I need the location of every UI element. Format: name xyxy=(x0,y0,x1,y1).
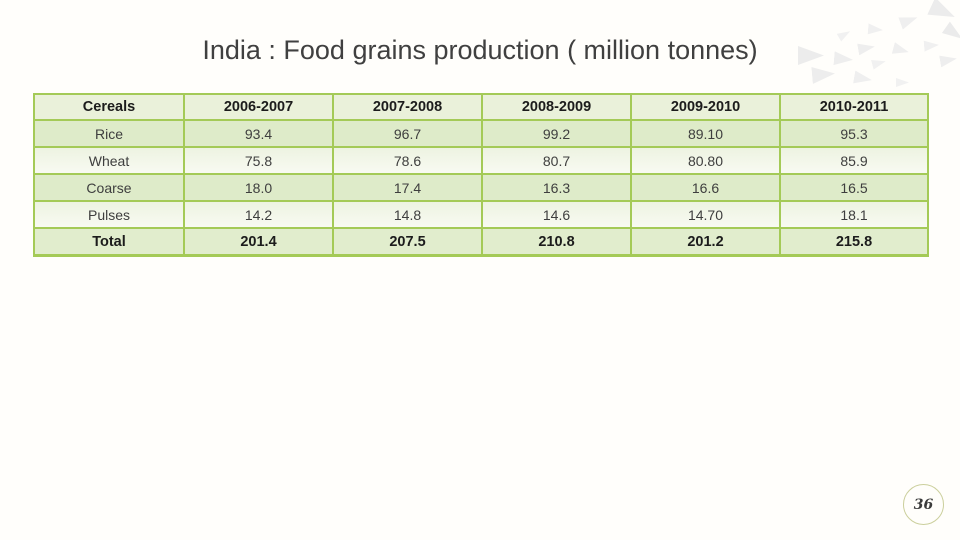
page-number: 36 xyxy=(913,496,934,513)
header-cell-2006-2007: 2006-2007 xyxy=(183,93,334,121)
triangle-icon xyxy=(868,23,884,35)
triangle-icon xyxy=(811,65,835,84)
table-row-rice: Rice 93.4 96.7 99.2 89.10 95.3 xyxy=(33,119,929,148)
table-cell: 99.2 xyxy=(481,119,632,148)
table-cell: 207.5 xyxy=(332,227,483,257)
table-cell: 16.3 xyxy=(481,173,632,202)
table-cell: 14.6 xyxy=(481,200,632,229)
triangle-icon xyxy=(927,0,959,26)
table-cell: 95.3 xyxy=(779,119,929,148)
header-cell-2008-2009: 2008-2009 xyxy=(481,93,632,121)
table-cell: 80.7 xyxy=(481,146,632,175)
table-cell: 78.6 xyxy=(332,146,483,175)
table-cell: 89.10 xyxy=(630,119,781,148)
row-label-coarse: Coarse xyxy=(33,173,185,202)
header-cell-2007-2008: 2007-2008 xyxy=(332,93,483,121)
table-row-total: Total 201.4 207.5 210.8 201.2 215.8 xyxy=(33,227,929,257)
table-cell: 14.2 xyxy=(183,200,334,229)
header-cell-2010-2011: 2010-2011 xyxy=(779,93,929,121)
triangle-icon xyxy=(898,11,919,29)
table-cell: 16.6 xyxy=(630,173,781,202)
header-cell-2009-2010: 2009-2010 xyxy=(630,93,781,121)
table-cell: 215.8 xyxy=(779,227,929,257)
table-cell: 16.5 xyxy=(779,173,929,202)
table-cell: 80.80 xyxy=(630,146,781,175)
page-title: India : Food grains production ( million… xyxy=(202,35,758,65)
table-cell: 75.8 xyxy=(183,146,334,175)
table-cell: 85.9 xyxy=(779,146,929,175)
table-cell: 93.4 xyxy=(183,119,334,148)
triangle-icon xyxy=(896,78,909,87)
table-cell: 210.8 xyxy=(481,227,632,257)
food-grains-table: Cereals 2006-2007 2007-2008 2008-2009 20… xyxy=(33,93,929,257)
table-cell: 96.7 xyxy=(332,119,483,148)
table-row-wheat: Wheat 75.8 78.6 80.7 80.80 85.9 xyxy=(33,146,929,175)
row-label-total: Total xyxy=(33,227,185,257)
table-row-coarse: Coarse 18.0 17.4 16.3 16.6 16.5 xyxy=(33,173,929,202)
table-header-row: Cereals 2006-2007 2007-2008 2008-2009 20… xyxy=(33,93,929,121)
header-cell-cereals: Cereals xyxy=(33,93,185,121)
table-row-pulses: Pulses 14.2 14.8 14.6 14.70 18.1 xyxy=(33,200,929,229)
table-cell: 17.4 xyxy=(332,173,483,202)
table-cell: 14.8 xyxy=(332,200,483,229)
table-cell: 14.70 xyxy=(630,200,781,229)
row-label-rice: Rice xyxy=(33,119,185,148)
row-label-wheat: Wheat xyxy=(33,146,185,175)
table-cell: 18.1 xyxy=(779,200,929,229)
table-cell: 18.0 xyxy=(183,173,334,202)
page-number-badge: 36 xyxy=(903,484,944,525)
table-cell: 201.4 xyxy=(183,227,334,257)
triangle-icon xyxy=(853,71,873,87)
row-label-pulses: Pulses xyxy=(33,200,185,229)
table-cell: 201.2 xyxy=(630,227,781,257)
